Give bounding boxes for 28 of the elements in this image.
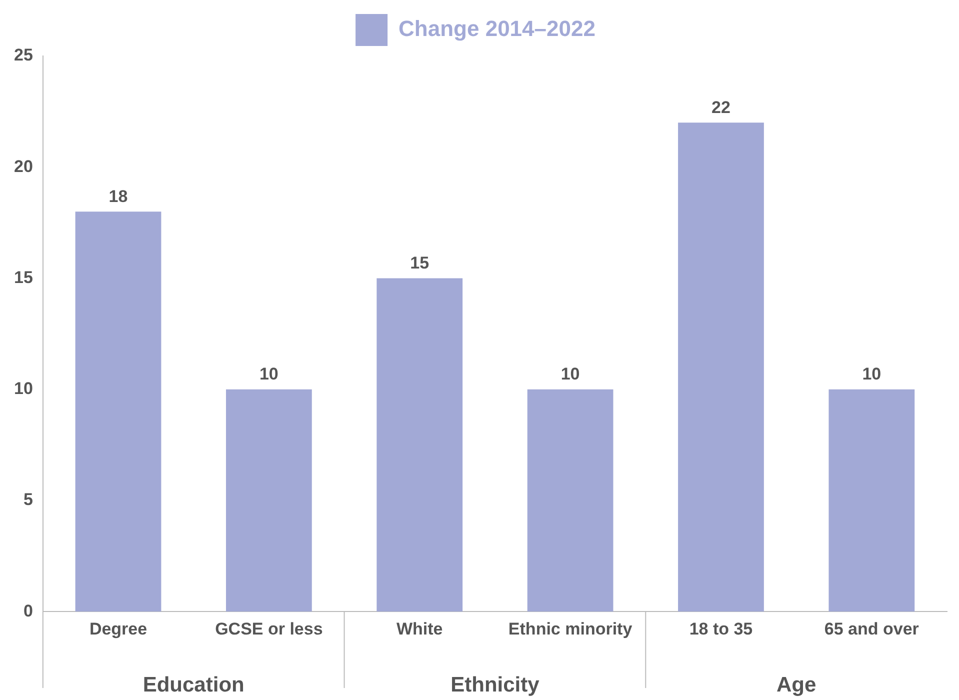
data-label: 15: [410, 253, 430, 272]
y-tick-label: 10: [14, 379, 33, 398]
bar: [678, 122, 764, 612]
x-tick-label: 65 and over: [824, 619, 920, 638]
x-tick-label: Degree: [89, 619, 148, 638]
text: Ethnicity: [450, 673, 540, 696]
text: Age: [776, 673, 816, 696]
x-tick-label: White: [396, 619, 443, 638]
y-tick-label: 5: [23, 490, 33, 510]
bar: [75, 212, 162, 612]
x-tick-label: GCSE or less: [215, 619, 323, 638]
bar: [376, 278, 463, 612]
text: Education: [142, 673, 244, 696]
data-label: 18: [108, 186, 128, 206]
y-tick-label: 20: [14, 156, 33, 176]
bar: [527, 389, 614, 612]
bar: [828, 389, 915, 612]
x-tick-label: Ethnic minority: [508, 619, 633, 638]
x-tick-label: 18 to 35: [689, 619, 753, 638]
data-label: 10: [862, 364, 882, 384]
data-label: 10: [259, 364, 278, 384]
bar: [226, 389, 312, 612]
y-tick-label: 25: [14, 46, 33, 65]
data-label: 10: [560, 364, 580, 384]
y-tick-label: 0: [23, 601, 33, 620]
y-tick-label: 15: [14, 268, 33, 287]
legend-label: Change 2014–2022: [398, 16, 596, 42]
data-label: 22: [712, 98, 730, 117]
